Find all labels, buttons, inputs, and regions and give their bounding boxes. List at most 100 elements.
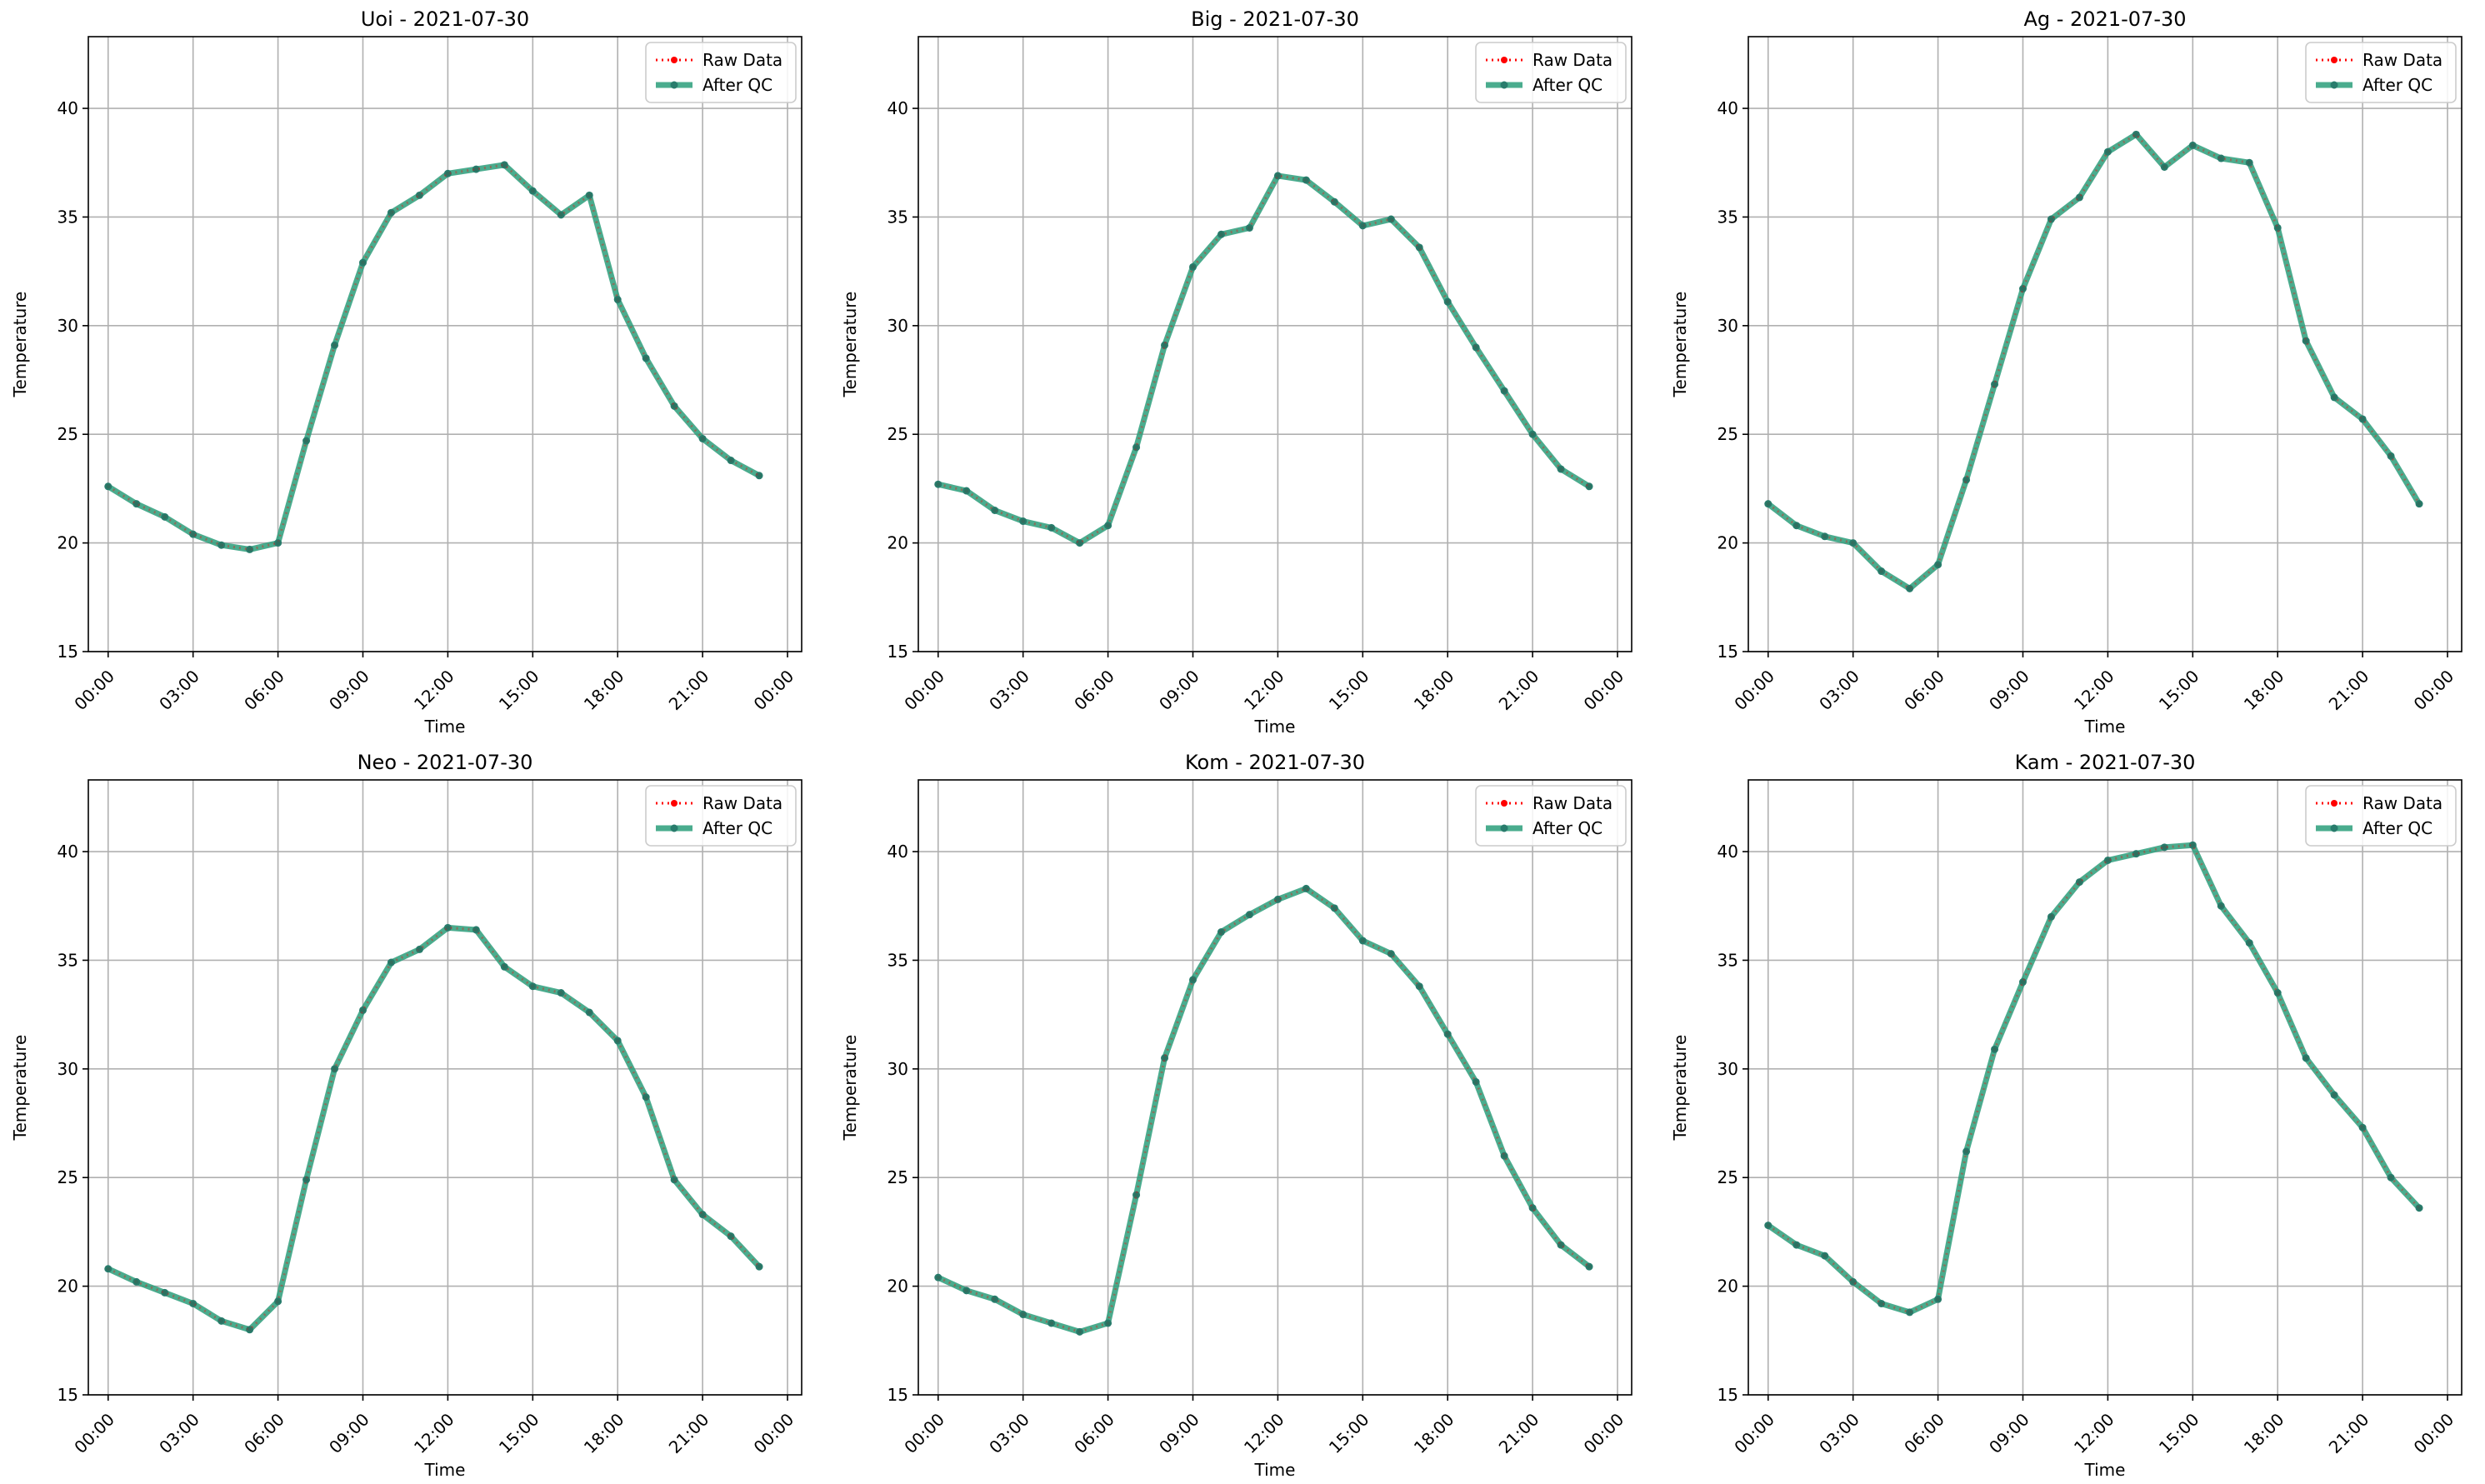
x-axis-label: Time	[2084, 1460, 2126, 1480]
data-point-raw-data	[2417, 1206, 2422, 1211]
series-raw-data-line	[1767, 132, 2421, 591]
data-point-raw-data	[219, 1318, 224, 1323]
x-tick-label: 18:00	[2240, 666, 2288, 714]
data-point-raw-data	[276, 1299, 281, 1304]
y-tick-label: 30	[1718, 1059, 1738, 1079]
y-tick-label: 15	[1718, 642, 1738, 662]
x-tick-label: 00:00	[900, 666, 948, 714]
grid	[1748, 37, 2462, 652]
x-axis-label: Time	[2084, 717, 2126, 737]
series-raw-data-markers	[1766, 842, 2422, 1315]
data-point-raw-data	[1558, 1242, 1563, 1247]
x-tick-label: 00:00	[2410, 1409, 2458, 1457]
x-tick-label: 15:00	[495, 666, 543, 714]
data-point-raw-data	[2133, 132, 2138, 137]
legend-label-raw-data: Raw Data	[1532, 50, 1612, 70]
axes-frame	[918, 36, 1632, 652]
legend-marker-raw-data	[1501, 57, 1508, 63]
y-tick-label: 40	[1718, 842, 1738, 862]
data-point-raw-data	[1936, 1297, 1941, 1302]
data-point-raw-data	[1021, 519, 1026, 524]
y-tick-label: 40	[888, 98, 908, 118]
data-point-raw-data	[558, 212, 563, 217]
series-after-qc-line	[935, 885, 1592, 1335]
data-point-raw-data	[643, 356, 648, 361]
legend: Raw Data After QC	[2305, 42, 2457, 103]
data-point-raw-data	[1106, 1321, 1111, 1326]
y-tick-label: 20	[1718, 1277, 1738, 1297]
x-tick-label: 15:00	[1325, 1409, 1373, 1457]
y-tick-label: 25	[888, 1167, 908, 1187]
series-after-qc-markers	[104, 161, 763, 553]
legend-label-raw-data: Raw Data	[2362, 793, 2442, 813]
data-point-raw-data	[700, 1212, 705, 1217]
x-tick-label: 06:00	[240, 1409, 288, 1457]
data-point-raw-data	[332, 342, 338, 347]
y-tick-label: 20	[58, 533, 78, 553]
y-tick-label: 15	[58, 1385, 78, 1405]
data-point-raw-data	[728, 458, 733, 463]
y-tick-label: 15	[1718, 1385, 1738, 1405]
data-point-raw-data	[2360, 417, 2365, 422]
data-point-raw-data	[1332, 199, 1337, 204]
y-tick-label: 35	[1718, 950, 1738, 970]
data-point-raw-data	[1794, 1242, 1799, 1247]
subplot-5: 00:00 03:00 06:00 09:00 12:00 15:00 18:00 21:00…	[840, 751, 1632, 1480]
y-tick-label: 25	[58, 1167, 78, 1187]
y-tick-label: 20	[888, 1277, 908, 1297]
x-tick-label: 06:00	[240, 666, 288, 714]
series-after-qc-markers	[934, 172, 1593, 547]
data-point-raw-data	[191, 532, 196, 537]
data-point-raw-data	[1049, 1321, 1054, 1326]
subplot-3: 00:00 03:00 06:00 09:00 12:00 15:00 18:00 21:00…	[1670, 7, 2462, 737]
data-point-raw-data	[2048, 914, 2053, 919]
data-point-raw-data	[1190, 977, 1195, 982]
data-point-raw-data	[1303, 886, 1308, 891]
data-point-raw-data	[304, 1177, 309, 1182]
data-point-raw-data	[502, 162, 507, 167]
y-tick-label: 30	[1718, 316, 1738, 336]
data-point-raw-data	[2332, 1092, 2337, 1097]
data-point-raw-data	[219, 542, 224, 547]
y-axis-label: Temperature	[10, 1035, 30, 1142]
y-tick-label: 30	[58, 316, 78, 336]
data-point-raw-data	[1218, 930, 1223, 935]
data-point-raw-data	[964, 488, 969, 493]
series-raw-data-markers	[106, 162, 762, 552]
chart-title: Uoi - 2021-07-30	[361, 7, 529, 31]
data-point-raw-data	[248, 547, 252, 552]
x-tick-label: 12:00	[410, 1409, 458, 1457]
legend: Raw Data After QC	[645, 785, 797, 847]
x-axis-label: Time	[1254, 717, 1296, 737]
data-point-raw-data	[388, 210, 393, 215]
data-point-raw-data	[936, 1275, 941, 1280]
data-point-raw-data	[1766, 502, 1771, 507]
data-point-raw-data	[615, 297, 620, 302]
legend-label-after-qc: After QC	[1532, 75, 1602, 95]
data-point-raw-data	[1851, 1279, 1856, 1284]
data-point-raw-data	[1275, 173, 1280, 178]
data-point-raw-data	[134, 1279, 139, 1284]
data-point-raw-data	[1908, 1310, 1912, 1315]
data-point-raw-data	[1992, 1047, 1998, 1052]
data-point-raw-data	[2077, 195, 2082, 200]
chart-title: Neo - 2021-07-30	[358, 751, 533, 774]
y-axis-label: Temperature	[840, 292, 860, 398]
data-point-raw-data	[1530, 1206, 1535, 1211]
x-tick-label: 21:00	[2325, 666, 2373, 714]
data-point-raw-data	[1473, 345, 1478, 350]
x-tick-label: 06:00	[1070, 1409, 1118, 1457]
x-tick-label: 09:00	[325, 1409, 373, 1457]
x-tick-label: 06:00	[1900, 1409, 1948, 1457]
axes-frame	[1748, 36, 2462, 652]
data-point-raw-data	[332, 1067, 338, 1072]
x-tick-label: 03:00	[155, 666, 203, 714]
data-point-raw-data	[1162, 1056, 1168, 1061]
data-point-raw-data	[2360, 1125, 2365, 1130]
data-point-raw-data	[1162, 342, 1168, 347]
series-after-qc-line	[105, 924, 762, 1333]
chart-title: Ag - 2021-07-30	[2023, 7, 2186, 31]
y-tick-label: 20	[888, 533, 908, 553]
data-point-raw-data	[1106, 523, 1111, 528]
